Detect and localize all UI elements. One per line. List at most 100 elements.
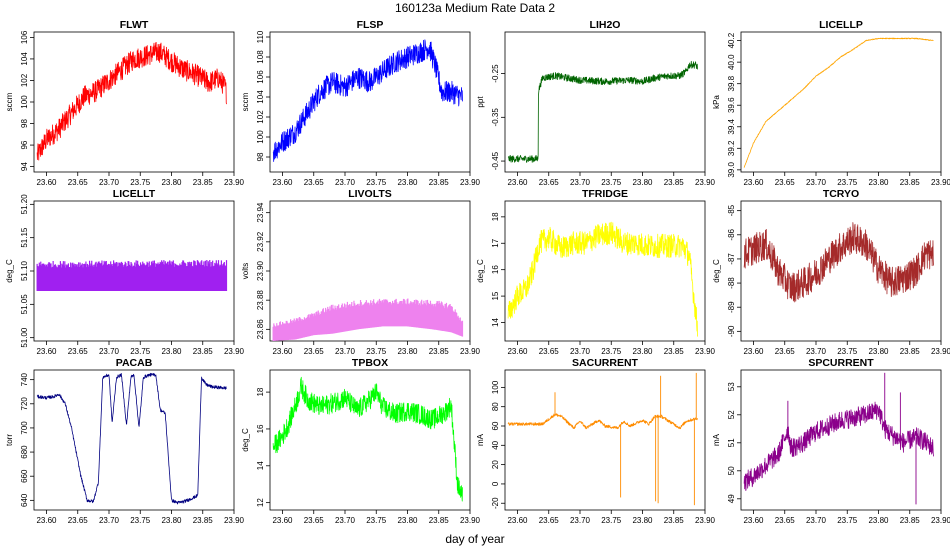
series-tcryo-tcryo [743, 222, 934, 303]
y-axis-label: torr [5, 434, 14, 446]
chart-panel-tfridge: TFRIDGE 23.60 23.65 23.70 23.75 23.80 23.85 23.… [476, 188, 716, 356]
data-layer [507, 372, 698, 506]
y-axis-label: mA [712, 433, 721, 446]
x-tick-label: 23.65 [304, 178, 325, 187]
x-tick-label: 23.90 [460, 516, 481, 525]
y-tick-label: 39.0 [727, 162, 736, 178]
y-tick-label: 98 [256, 152, 265, 161]
data-layer [743, 372, 934, 505]
y-tick-label: -87 [727, 253, 736, 265]
series-tfridge-tfridge [507, 221, 698, 337]
y-tick-label: 106 [256, 70, 265, 84]
y-tick-label: 14 [256, 461, 265, 470]
plot-frame [740, 369, 942, 511]
x-tick-label: 23.65 [68, 178, 89, 187]
chart-title: TCRYO [823, 188, 859, 200]
chart-title: LIH2O [590, 19, 621, 31]
data-layer [272, 39, 463, 162]
x-tick-label: 23.80 [161, 516, 182, 525]
plot-frame [33, 369, 235, 511]
plot-frame [33, 31, 235, 173]
y-tick-label: 18 [256, 387, 265, 396]
x-tick-label: 23.65 [775, 516, 796, 525]
x-tick-label: 23.70 [99, 516, 120, 525]
x-tick-label: 23.85 [664, 347, 685, 356]
x-tick-label: 23.80 [632, 347, 653, 356]
x-tick-label: 23.75 [130, 516, 151, 525]
y-tick-label: 23.86 [256, 319, 265, 340]
chart-panel-pacab: PACAB 23.60 23.65 23.70 23.75 23.80 23.85 23.90… [5, 357, 245, 525]
figure-xlabel: day of year [445, 532, 504, 546]
y-axis-label: deg_C [5, 259, 14, 283]
y-tick-label: 15 [491, 291, 500, 300]
x-tick-label: 23.85 [900, 516, 921, 525]
y-tick-label: 49 [727, 494, 736, 503]
y-tick-label: 100 [491, 380, 500, 394]
y-tick-label: 23.94 [256, 202, 265, 223]
y-tick-label: 100 [20, 95, 29, 109]
data-layer [743, 37, 934, 168]
y-tick-label: 39.8 [727, 75, 736, 91]
x-tick-label: 23.85 [193, 516, 214, 525]
x-tick-label: 23.75 [837, 347, 858, 356]
x-tick-label: 23.65 [775, 347, 796, 356]
y-tick-label: 20 [491, 460, 500, 469]
x-tick-label: 23.90 [224, 516, 245, 525]
y-tick-label: 60 [491, 421, 500, 430]
x-tick-label: 23.70 [570, 516, 591, 525]
data-layer [272, 298, 464, 341]
plot-frame [269, 369, 471, 511]
x-tick-label: 23.70 [335, 178, 356, 187]
y-tick-label: 51.10 [20, 260, 29, 281]
y-axis-label: mA [476, 433, 485, 446]
y-tick-label: 52 [727, 410, 736, 419]
y-axis-label: sccm [241, 92, 250, 111]
x-tick-label: 23.60 [743, 178, 764, 187]
data-layer [743, 222, 934, 303]
x-tick-label: 23.75 [837, 516, 858, 525]
y-tick-label: 12 [256, 498, 265, 507]
y-tick-label: 100 [256, 130, 265, 144]
x-tick-label: 23.70 [99, 347, 120, 356]
y-tick-label: 102 [256, 110, 265, 124]
chart-panel-spcurrent: SPCURRENT 23.60 23.65 23.70 23.75 23.80 23.85 2… [712, 357, 950, 525]
data-layer [272, 376, 463, 502]
y-tick-label: -88 [727, 277, 736, 289]
y-tick-label: -85 [727, 204, 736, 216]
x-tick-label: 23.85 [664, 178, 685, 187]
y-tick-label: 94 [20, 162, 29, 171]
x-tick-label: 23.90 [931, 178, 950, 187]
chart-title: TFRIDGE [582, 188, 628, 200]
y-tick-label: 16 [491, 265, 500, 274]
plot-frame [504, 31, 706, 173]
y-tick-label: 96 [20, 140, 29, 149]
x-tick-label: 23.90 [460, 178, 481, 187]
y-tick-label: 51.00 [20, 327, 29, 348]
x-tick-label: 23.90 [695, 516, 716, 525]
data-layer [36, 260, 228, 291]
y-tick-label: 51 [727, 438, 736, 447]
y-axis-label: deg_C [712, 259, 721, 283]
y-tick-label: 51.15 [20, 227, 29, 248]
y-axis-label: volts [241, 263, 250, 279]
plot-frame [740, 200, 942, 342]
chart-title: SACURRENT [572, 357, 639, 369]
y-tick-label: -0.45 [491, 151, 500, 170]
series-tpbox-tpbox [272, 376, 463, 502]
y-tick-label: 98 [20, 119, 29, 128]
y-tick-label: 740 [20, 372, 29, 386]
plot-frame [504, 369, 706, 511]
x-tick-label: 23.90 [695, 347, 716, 356]
x-tick-label: 23.90 [224, 178, 245, 187]
y-tick-label: 110 [256, 30, 265, 43]
y-tick-label: 700 [20, 421, 29, 435]
series-pacab-pacab [36, 372, 227, 505]
x-tick-label: 23.60 [743, 516, 764, 525]
y-tick-label: -89 [727, 301, 736, 313]
x-tick-label: 23.60 [272, 178, 293, 187]
x-tick-label: 23.60 [36, 516, 57, 525]
x-tick-label: 23.85 [664, 516, 685, 525]
y-tick-label: 720 [20, 397, 29, 411]
x-tick-label: 23.60 [36, 347, 57, 356]
data-layer [507, 221, 698, 337]
